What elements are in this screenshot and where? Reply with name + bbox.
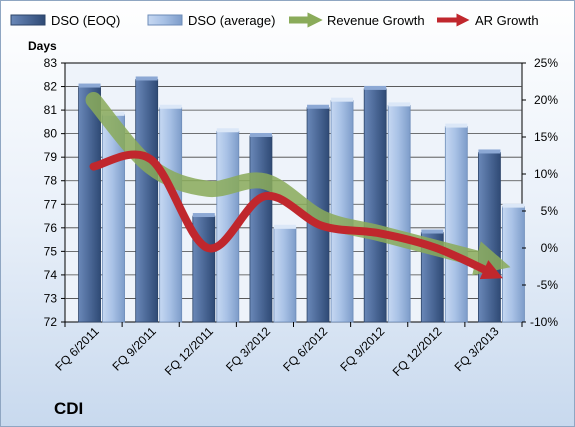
bar-dso-eoq <box>249 135 273 323</box>
bar-cap <box>135 76 158 81</box>
line-ar-growth <box>89 150 503 280</box>
y-tick-label: 83 <box>44 56 58 70</box>
y-axis-title: Days <box>28 39 57 53</box>
x-tick-label: FQ 9/2011 <box>109 324 159 374</box>
y2-tick-label: -10% <box>530 315 558 329</box>
bar-cap <box>307 104 330 109</box>
y-tick-label: 79 <box>44 150 58 164</box>
bar-cap <box>273 224 296 229</box>
x-tick-label: FQ 3/2012 <box>223 324 273 374</box>
bar-dso-eoq <box>363 88 387 323</box>
y-tick-label: 82 <box>44 80 58 94</box>
x-tick-label: FQ 3/2013 <box>452 324 502 374</box>
bar-dso-average <box>444 126 468 323</box>
bar-dso-eoq <box>478 152 501 323</box>
y-tick-label: 78 <box>44 174 58 188</box>
y2-tick-label: 10% <box>534 167 558 181</box>
legend-label: DSO (average) <box>188 13 275 28</box>
legend-label: AR Growth <box>475 13 539 28</box>
legend-label: Revenue Growth <box>327 13 425 28</box>
bar-dso-average <box>273 227 297 323</box>
bar-dso-eoq <box>78 86 101 323</box>
bar-cap <box>216 128 239 133</box>
legend-swatch-dso-eoq <box>10 14 46 26</box>
bar-cap <box>421 229 444 234</box>
bar-cap <box>159 104 182 109</box>
company-label: CDI <box>54 399 84 418</box>
y2-tick-label: 5% <box>541 204 559 218</box>
y2-tick-label: 20% <box>534 93 558 107</box>
bar-cap <box>249 132 272 137</box>
bar-cap <box>331 97 354 102</box>
y-tick-label: 73 <box>44 291 58 305</box>
legend-label: DSO (EOQ) <box>51 13 120 28</box>
y2-tick-label: 25% <box>534 56 558 70</box>
y-tick-label: 80 <box>44 127 58 141</box>
bar-cap <box>78 83 101 88</box>
y2-tick-label: 0% <box>541 241 559 255</box>
y2-tick-label: -5% <box>537 278 559 292</box>
x-tick-label: FQ 6/2011 <box>52 324 102 374</box>
x-tick-label: FQ 12/2011 <box>162 324 216 378</box>
bar-cap <box>445 123 468 128</box>
bar-dso-eoq <box>135 79 159 323</box>
x-tick-label: FQ 6/2012 <box>280 324 330 374</box>
y-tick-label: 81 <box>44 103 58 117</box>
bar-dso-average <box>330 100 354 323</box>
y2-tick-label: 15% <box>534 130 558 144</box>
bar-dso-average <box>159 107 183 323</box>
y-tick-label: 72 <box>44 315 58 329</box>
legend-swatch-dso-average <box>147 14 183 26</box>
bar-dso-average <box>387 104 411 323</box>
y-tick-label: 77 <box>44 197 58 211</box>
bar-cap <box>192 213 215 218</box>
x-tick-label: FQ 12/2012 <box>390 324 445 379</box>
bar-cap <box>478 149 501 154</box>
bar-cap <box>388 102 411 107</box>
y-tick-label: 76 <box>44 221 58 235</box>
y-tick-label: 75 <box>44 244 58 258</box>
bar-dso-average <box>502 206 525 323</box>
bar-cap <box>502 203 525 208</box>
bar-cap <box>364 85 387 90</box>
x-tick-label: FQ 9/2012 <box>337 324 387 374</box>
y-tick-label: 74 <box>44 268 58 282</box>
